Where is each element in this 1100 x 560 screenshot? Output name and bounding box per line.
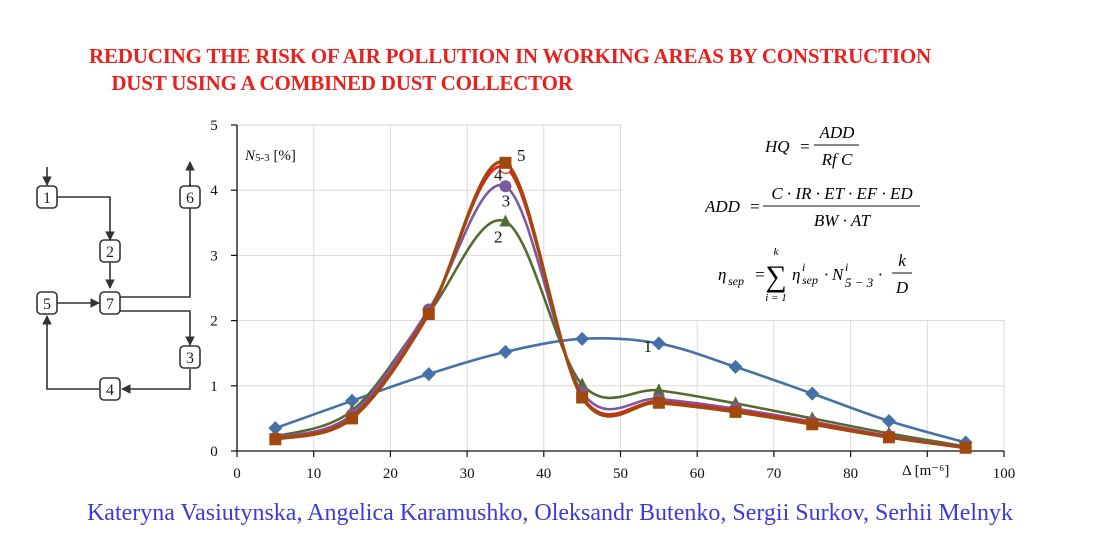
x-tick-label: 30 xyxy=(460,466,475,482)
y-tick-label: 2 xyxy=(210,314,218,330)
svg-text:4: 4 xyxy=(106,382,114,399)
diamond-marker xyxy=(881,414,896,429)
formula-add: ADD = C · IR · ET · EF · ED BW · AT xyxy=(704,182,925,237)
series-labels: 1 2 3 45 xyxy=(494,146,652,356)
x-tick-label: 100 xyxy=(993,466,1016,482)
series-label-2: 2 xyxy=(494,227,503,246)
svg-text:BW · AT: BW · AT xyxy=(814,211,872,230)
authors-line: Kateryna Vasiutynska, Angelica Karamushk… xyxy=(86,500,1014,526)
svg-text:5: 5 xyxy=(43,296,51,313)
diagram-node-2: 2 xyxy=(99,239,121,263)
svg-text:2: 2 xyxy=(106,244,114,261)
diagram-node-3: 3 xyxy=(179,345,201,369)
x-tick-label: 10 xyxy=(306,466,321,482)
triangle-marker xyxy=(652,383,665,396)
svg-text:∑: ∑ xyxy=(765,260,786,293)
diagram-node-6: 6 xyxy=(179,185,201,209)
svg-text:HQ: HQ xyxy=(765,137,790,156)
diamond-marker xyxy=(575,331,590,346)
x-tick-label: 70 xyxy=(766,466,781,482)
diagram-node-7: 7 xyxy=(99,291,121,315)
svg-text:k: k xyxy=(898,251,906,270)
series-1 xyxy=(268,331,973,450)
diagram-node-4: 4 xyxy=(99,377,121,401)
series-label-4: 4 xyxy=(494,165,503,184)
y-tick-label: 3 xyxy=(210,248,218,264)
diamond-marker xyxy=(498,344,513,359)
x-tick-label: 80 xyxy=(843,466,858,482)
svg-text:=: = xyxy=(749,197,760,216)
series-5 xyxy=(269,156,972,454)
svg-text:sep: sep xyxy=(802,273,818,287)
y-tick-label: 5 xyxy=(210,118,218,134)
square-marker xyxy=(959,441,972,454)
svg-text:Rf C: Rf C xyxy=(821,150,853,169)
diamond-marker xyxy=(805,386,820,401)
y-tick-label: 4 xyxy=(210,183,218,199)
svg-text:·: · xyxy=(824,265,828,284)
svg-text:k: k xyxy=(774,246,780,258)
svg-text:6: 6 xyxy=(186,190,194,207)
title-line-2: DUST USING A COMBINED DUST COLLECTOR xyxy=(111,71,573,95)
svg-text:C · IR · ET · EF · ED: C · IR · ET · EF · ED xyxy=(771,184,913,203)
circle-marker xyxy=(499,180,512,193)
diamond-marker xyxy=(421,367,436,382)
series-label-5: 5 xyxy=(517,146,526,165)
square-marker xyxy=(499,156,512,169)
diamond-marker xyxy=(345,393,360,408)
square-marker xyxy=(576,391,589,404)
diagram-node-1: 1 xyxy=(36,185,58,209)
square-marker xyxy=(422,308,435,321)
diagram-nodes: 1 2 3 4 5 6 7 xyxy=(36,185,201,401)
chart-series xyxy=(268,156,973,454)
formula-eta-sep: η sep = k ∑ i = 1 η i sep · N i 5 − 3 · … xyxy=(718,238,938,315)
svg-text:=: = xyxy=(799,137,810,156)
svg-text:7: 7 xyxy=(106,296,114,313)
square-marker xyxy=(882,431,895,444)
svg-text:=: = xyxy=(754,265,765,284)
svg-text:N: N xyxy=(831,265,845,284)
x-tick-label: 40 xyxy=(536,466,551,482)
x-axis-label: Δ [m⁻⁶] xyxy=(902,463,949,479)
square-marker xyxy=(806,418,819,431)
svg-text:i = 1: i = 1 xyxy=(765,292,786,304)
square-marker xyxy=(652,396,665,409)
x-tick-label: 20 xyxy=(383,466,398,482)
svg-text:i: i xyxy=(845,260,848,274)
x-tick-label: 60 xyxy=(690,466,705,482)
svg-text:i: i xyxy=(802,260,805,274)
svg-text:ADD: ADD xyxy=(819,123,856,142)
x-tick-label: 0 xyxy=(233,466,241,482)
svg-text:ADD: ADD xyxy=(705,197,741,216)
svg-text:sep: sep xyxy=(728,274,744,288)
diamond-marker xyxy=(268,421,283,436)
svg-text:η: η xyxy=(792,265,800,284)
svg-text:D: D xyxy=(895,278,909,297)
svg-text:3: 3 xyxy=(186,350,194,367)
process-diagram xyxy=(42,161,195,394)
x-tick-label: 50 xyxy=(613,466,628,482)
series-label-3: 3 xyxy=(502,192,511,211)
square-marker xyxy=(346,412,359,425)
square-marker xyxy=(729,405,742,418)
diagram-node-5: 5 xyxy=(36,291,58,315)
triangle-marker xyxy=(499,214,512,227)
y-tick-label: 0 xyxy=(210,444,218,460)
formula-hq: HQ = ADD Rf C xyxy=(764,122,875,175)
svg-text:·: · xyxy=(878,265,882,284)
y-axis-label: N5-3 [%] xyxy=(244,148,296,164)
diamond-marker xyxy=(651,336,666,351)
series-label-1: 1 xyxy=(644,337,653,356)
svg-text:η: η xyxy=(718,265,726,284)
title-line-1: REDUCING THE RISK OF AIR POLLUTION IN WO… xyxy=(89,44,931,68)
svg-text:5 − 3: 5 − 3 xyxy=(845,275,874,290)
square-marker xyxy=(269,433,282,446)
y-tick-label: 1 xyxy=(210,379,218,395)
diamond-marker xyxy=(728,359,743,374)
svg-text:1: 1 xyxy=(43,190,51,207)
